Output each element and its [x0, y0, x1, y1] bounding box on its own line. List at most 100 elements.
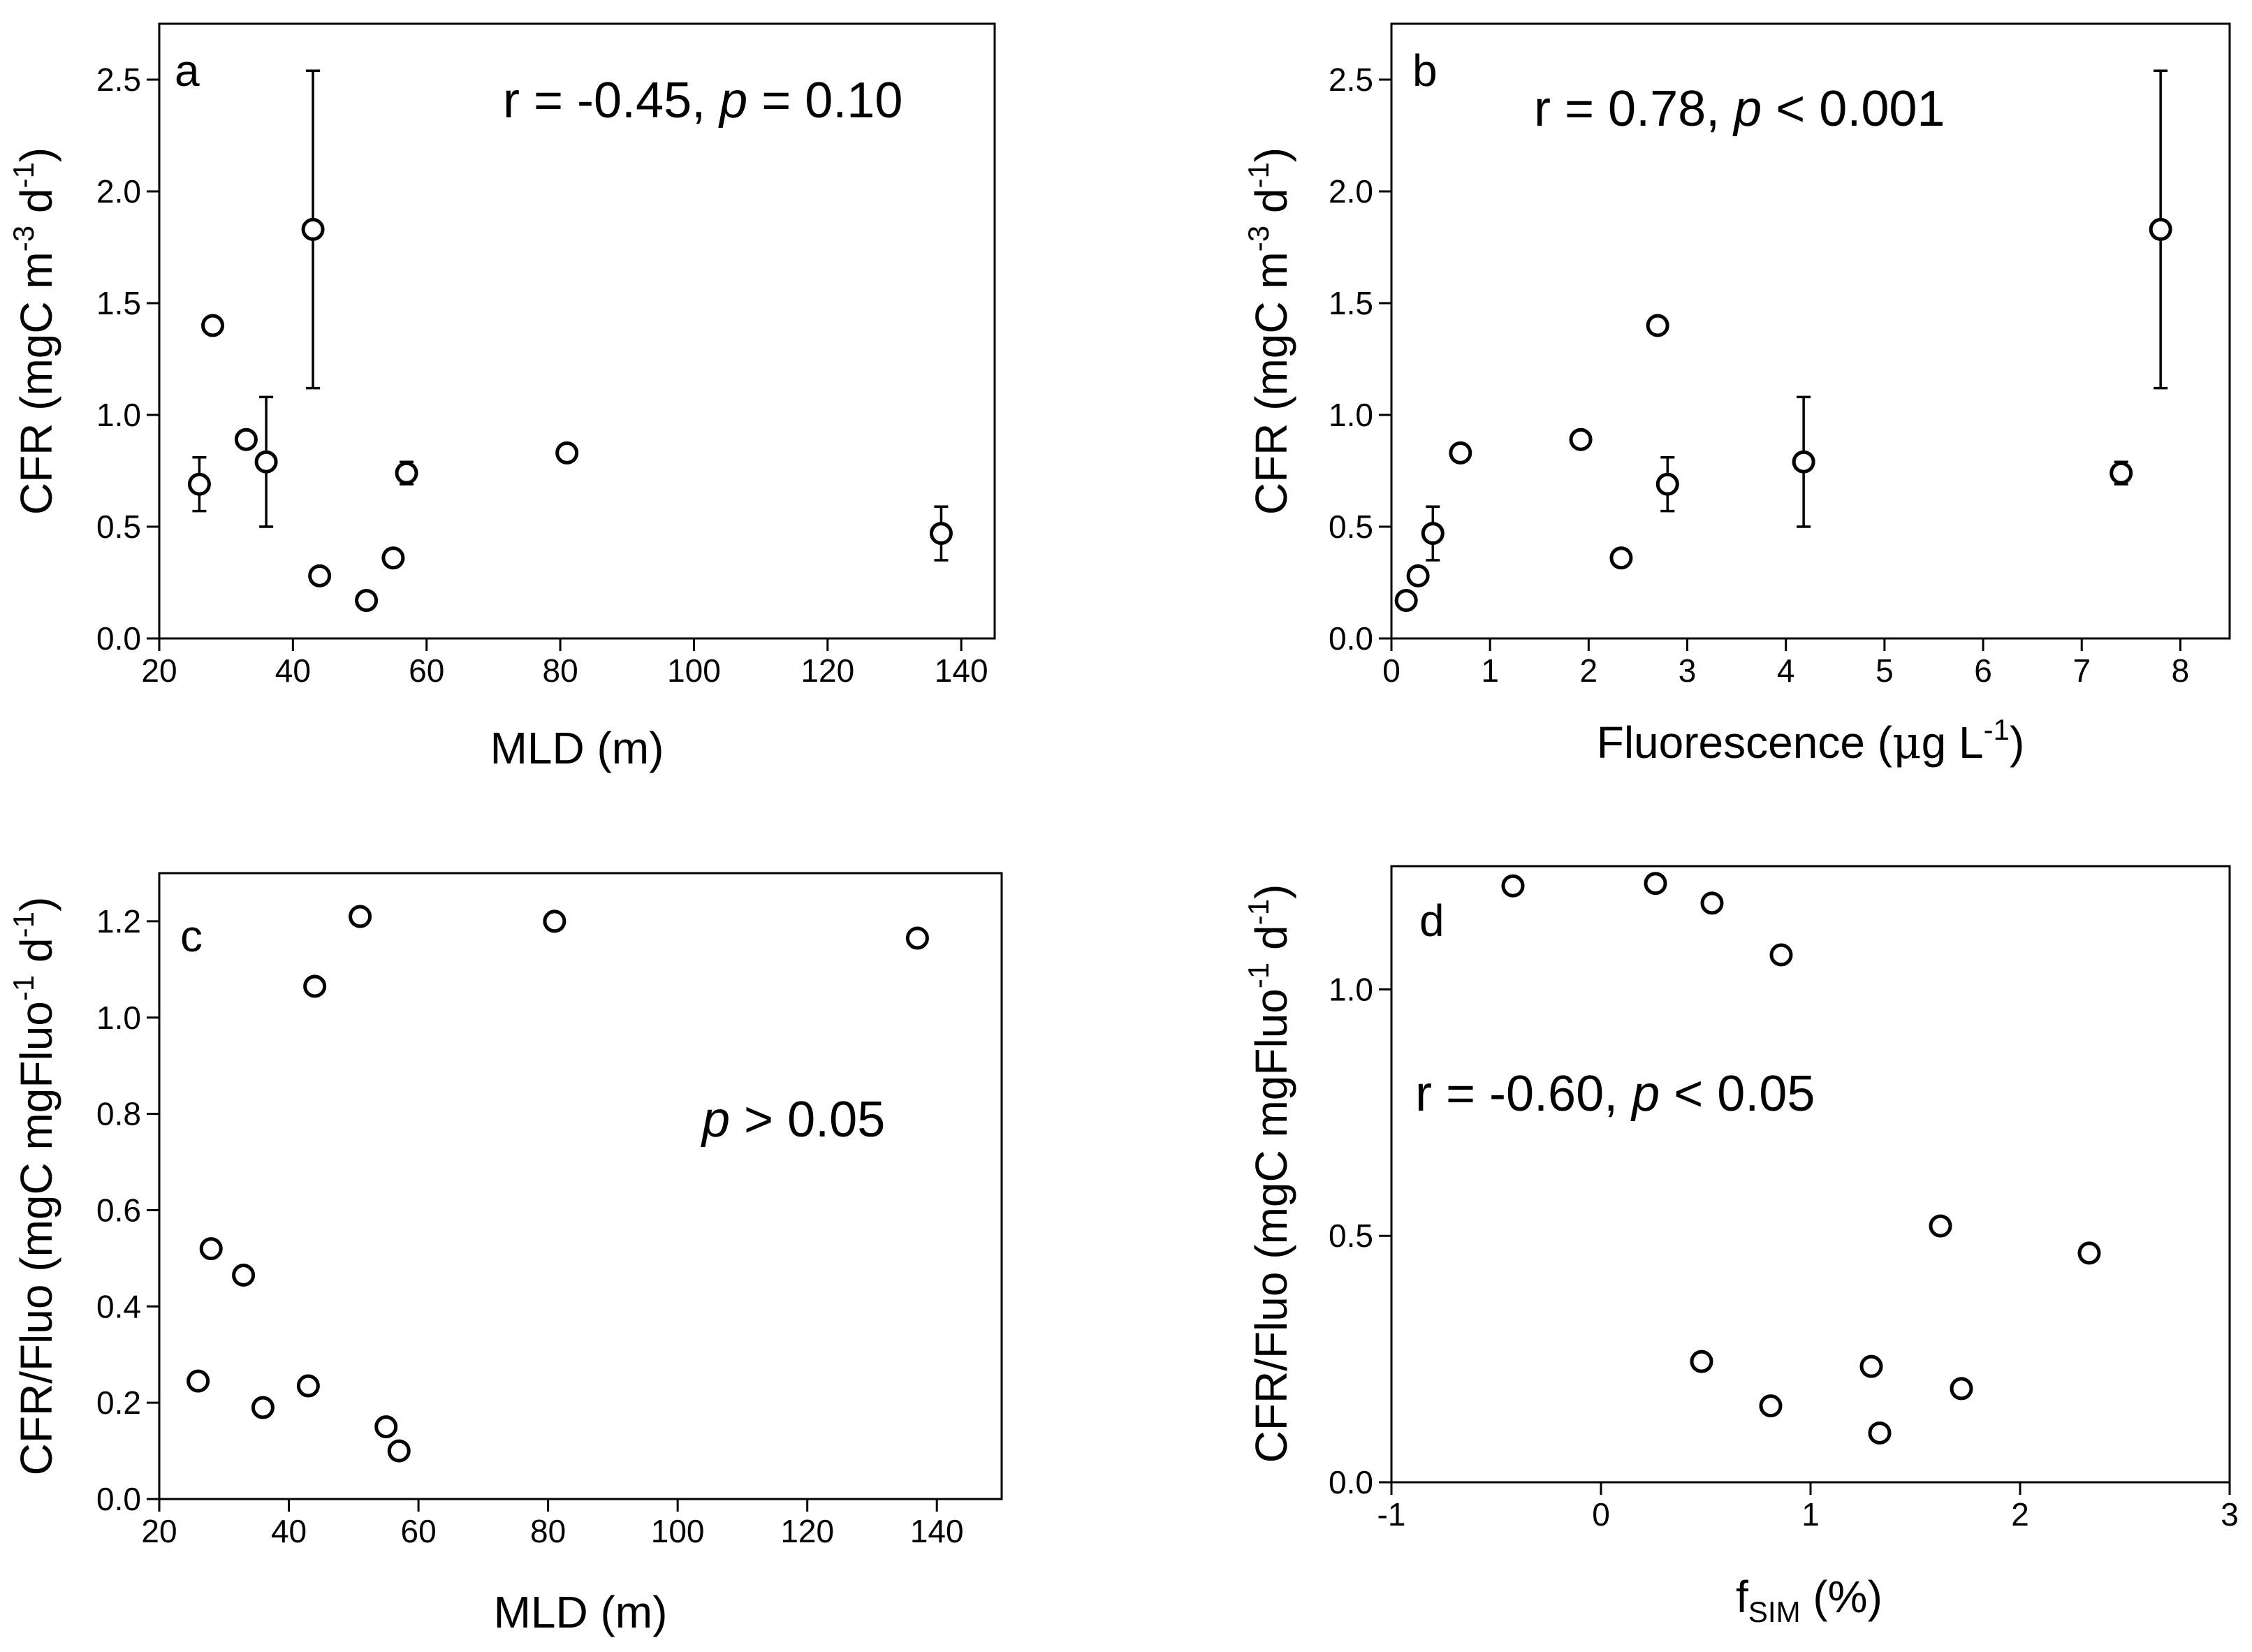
- panel-d-letter: d: [1419, 896, 1445, 946]
- panel-c-data-point: [303, 974, 327, 998]
- panel-b-data-point: [1655, 472, 1679, 496]
- panel-c-xtick-label: 40: [271, 1513, 307, 1549]
- panel-c-ytick-label: 0.8: [96, 1096, 141, 1132]
- panel-a-data-point: [355, 589, 379, 613]
- panel-d-xtick-label: -1: [1377, 1496, 1406, 1533]
- panel-a-ylabel: CFR (mgC m-3 d-1): [7, 147, 61, 515]
- panel-a-ytick-label: 1.0: [96, 397, 141, 433]
- panel-a-xtick-label: 60: [409, 652, 444, 689]
- panel-a-data-point: [308, 564, 332, 587]
- panel-b-xtick-label: 8: [2172, 652, 2190, 689]
- panel-b-data-point: [1449, 441, 1472, 465]
- panel-a-letter: a: [175, 45, 200, 96]
- panel-d-ticks: -1 0 1 2 3 0.0 0.5 1.0: [1329, 971, 2239, 1533]
- panel-c-frame: [158, 872, 1003, 1500]
- panel-c-data-point: [905, 926, 929, 950]
- panel-c-xlabel: MLD (m): [494, 1587, 668, 1637]
- panel-b-letter: b: [1412, 45, 1438, 96]
- panel-b-data-point: [2149, 217, 2172, 241]
- panel-c-ytick-label: 1.2: [96, 903, 141, 940]
- panel-c-letter: c: [180, 911, 203, 961]
- panel-c: 20 40 60 80 100 120 140 0.0 0.2 0.4 0.6 0.8 1.0 1.2 c…: [7, 872, 1003, 1637]
- panel-a-ytick-label: 0.0: [96, 620, 141, 657]
- panel-b-data-point: [1406, 564, 1430, 587]
- panel-c-ytick-label: 0.6: [96, 1192, 141, 1228]
- panel-a-xtick-label: 140: [935, 652, 988, 689]
- panel-b-ytick-label: 2.0: [1329, 173, 1373, 210]
- panel-c-annotation: p > 0.05: [701, 1092, 885, 1148]
- panel-a-ticks: 20 40 60 80 100 120 140 0.0 0.5 1.0 1.5 2.0 2.5: [96, 61, 988, 689]
- panel-a-data-point: [254, 450, 278, 474]
- panel-b-markers: [1394, 69, 2172, 613]
- panel-b-xtick-label: 6: [1974, 652, 1992, 689]
- panel-d-annotation: r = -0.60, p < 0.05: [1415, 1066, 1815, 1122]
- panel-d-data-point: [1859, 1354, 1883, 1378]
- panel-d-data-point: [1868, 1421, 1892, 1445]
- panel-b-annotation: r = 0.78, p < 0.001: [1534, 81, 1945, 137]
- panel-b-ytick-label: 2.5: [1329, 61, 1373, 98]
- panel-b-data-point: [1792, 450, 1815, 474]
- panel-d-data-point: [1950, 1377, 1973, 1401]
- panel-c-ytick-label: 1.0: [96, 1000, 141, 1036]
- panel-d-data-point: [1644, 872, 1667, 896]
- panel-d-markers: [1501, 872, 2101, 1445]
- panel-a-xlabel: MLD (m): [490, 723, 664, 773]
- panel-b-ytick-label: 0.5: [1329, 509, 1373, 545]
- panel-a: 20 40 60 80 100 120 140 0.0 0.5 1.0 1.5 2.0 2.5 a r …: [7, 22, 996, 773]
- panel-a-annotation: r = -0.45, p = 0.10: [503, 73, 902, 129]
- panel-c-xtick-label: 140: [910, 1513, 964, 1549]
- panel-a-xtick-label: 40: [275, 652, 311, 689]
- panel-c-xtick-label: 60: [400, 1513, 436, 1549]
- panel-d-xtick-label: 0: [1592, 1496, 1610, 1533]
- panel-c-data-point: [387, 1439, 411, 1463]
- panel-d-ylabel: CFR/Fluo (mgC mgFluo-1 d-1): [1242, 884, 1296, 1463]
- panel-c-data-point: [199, 1237, 223, 1261]
- panel-a-frame: [158, 22, 996, 640]
- panel-a-ytick-label: 2.0: [96, 173, 141, 210]
- panel-d-frame: [1390, 865, 2231, 1484]
- panel-b-xtick-label: 7: [2072, 652, 2091, 689]
- panel-b-xtick-label: 1: [1481, 652, 1499, 689]
- panel-b-data-point: [1421, 522, 1445, 546]
- panel-c-data-point: [296, 1374, 320, 1398]
- panel-a-ytick-label: 2.5: [96, 61, 141, 98]
- panel-c-data-point: [374, 1415, 398, 1439]
- panel-b-ticks: 0 1 2 3 4 5 6 7 8 0.0 0.5 1.0 1.5 2.0 2.5: [1329, 61, 2189, 689]
- panel-a-xtick-label: 20: [141, 652, 177, 689]
- panel-b: 0 1 2 3 4 5 6 7 8 0.0 0.5 1.0 1.5 2.0 2.5 b r = 0.78, …: [1242, 22, 2231, 769]
- panel-c-xtick-label: 120: [780, 1513, 834, 1549]
- panel-a-data-point: [929, 522, 953, 546]
- panel-a-data-point: [187, 472, 211, 496]
- panel-b-xtick-label: 5: [1876, 652, 1894, 689]
- panel-c-data-point: [251, 1396, 275, 1419]
- panel-c-xtick-label: 20: [141, 1513, 177, 1549]
- panel-c-markers: [187, 905, 929, 1463]
- panel-d-data-point: [1690, 1350, 1713, 1373]
- panel-c-data-point: [543, 909, 566, 933]
- panel-a-data-point: [395, 461, 418, 485]
- panel-d-data-point: [1769, 943, 1793, 967]
- panel-d-xtick-label: 3: [2221, 1496, 2239, 1533]
- panel-d: -1 0 1 2 3 0.0 0.5 1.0 d r = -0.60, p < 0.05 fS…: [1242, 865, 2239, 1628]
- panel-d-data-point: [1759, 1394, 1783, 1418]
- panel-d-data-point: [1929, 1214, 1952, 1238]
- panel-b-data-point: [2110, 461, 2133, 485]
- panel-c-ytick-label: 0.0: [96, 1481, 141, 1517]
- panel-a-data-point: [555, 441, 579, 465]
- panel-b-xtick-label: 0: [1382, 652, 1401, 689]
- panel-d-xtick-label: 1: [1801, 1496, 1820, 1533]
- panel-d-data-point: [1501, 874, 1525, 898]
- panel-c-ytick-label: 0.4: [96, 1288, 141, 1324]
- panel-a-data-point: [381, 546, 405, 570]
- panel-c-ylabel: CFR/Fluo (mgC mgFluo-1 d-1): [7, 897, 61, 1476]
- panel-c-data-point: [232, 1264, 256, 1287]
- panel-b-xtick-label: 3: [1679, 652, 1697, 689]
- panel-a-xtick-label: 120: [800, 652, 854, 689]
- panel-c-ytick-label: 0.2: [96, 1384, 141, 1421]
- panel-d-data-point: [2077, 1241, 2101, 1265]
- panel-b-data-point: [1609, 546, 1633, 570]
- panel-c-xtick-label: 80: [530, 1513, 566, 1549]
- panel-d-ytick-label: 0.5: [1329, 1218, 1373, 1254]
- panel-b-ytick-label: 1.5: [1329, 285, 1373, 321]
- panel-b-xtick-label: 2: [1580, 652, 1598, 689]
